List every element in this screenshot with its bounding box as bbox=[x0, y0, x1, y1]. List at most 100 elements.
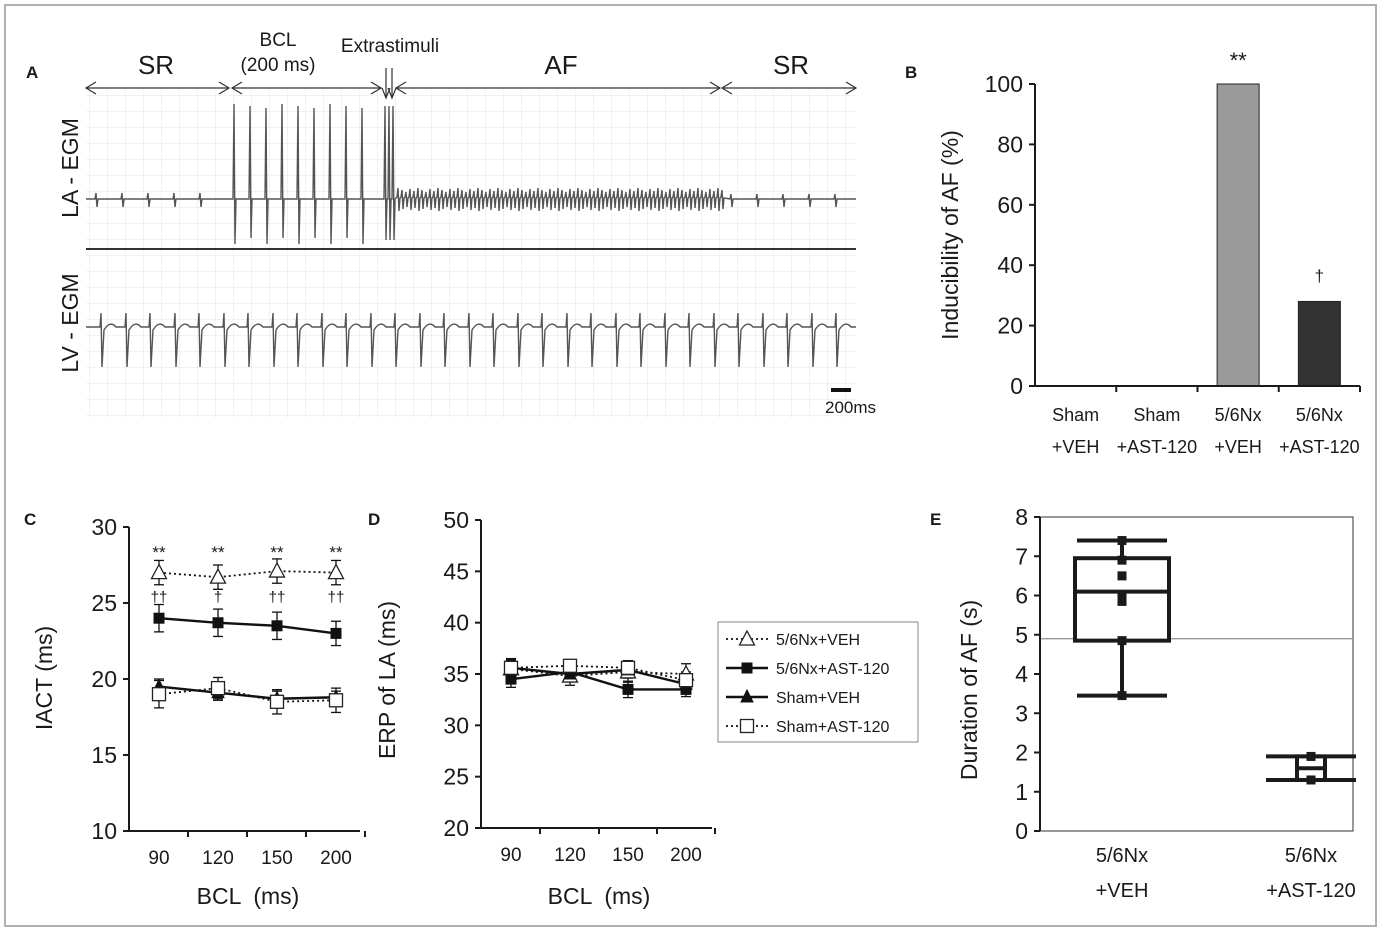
phase-label-af: AF bbox=[544, 50, 577, 80]
y-tick-label: 25 bbox=[443, 764, 469, 790]
phase-arrow-head bbox=[218, 81, 231, 95]
c-x-axis-label: BCL (ms) bbox=[197, 883, 300, 909]
series-marker bbox=[740, 688, 754, 703]
series-marker bbox=[738, 629, 756, 646]
series-marker bbox=[151, 687, 167, 702]
d-legend: 5/6Nx+VEH 5/6Nx+AST-120 Sham+VEH Sham+AST-1… bbox=[717, 621, 919, 743]
legend-label: 5/6Nx+AST-120 bbox=[776, 661, 890, 678]
b-y-axis-label: Inducibility of AF (%) bbox=[937, 130, 963, 340]
b-significance-marker: † bbox=[1315, 266, 1324, 285]
y-tick-label: 35 bbox=[443, 661, 469, 687]
scale-bar-label: 200ms bbox=[825, 398, 876, 417]
c-significance-marker-row1: ** bbox=[329, 543, 343, 562]
y-tick-label: 15 bbox=[91, 742, 117, 768]
series-line-0 bbox=[510, 667, 687, 677]
c-significance-marker-row2: †† bbox=[328, 589, 345, 606]
e-category-label-line2: +VEH bbox=[1096, 880, 1149, 902]
series-marker bbox=[503, 660, 519, 675]
b-category-label-line1: Sham bbox=[1133, 405, 1180, 425]
series-line-2 bbox=[158, 685, 337, 700]
e-y-tick-label: 1 bbox=[1015, 779, 1028, 805]
e-y-axis-label: Duration of AF (s) bbox=[956, 600, 982, 780]
e-y-tick-label: 0 bbox=[1015, 818, 1028, 844]
e-data-point bbox=[1306, 775, 1316, 785]
b-category-label-line1: 5/6Nx bbox=[1296, 405, 1343, 425]
series-line-2 bbox=[510, 666, 687, 686]
b-y-tick-label: 60 bbox=[997, 192, 1023, 218]
series-marker bbox=[269, 694, 285, 709]
b-category-label-line2: +VEH bbox=[1052, 437, 1100, 457]
e-data-point bbox=[1117, 691, 1127, 701]
x-tick-label: 90 bbox=[148, 848, 169, 869]
phase-arrow-head bbox=[845, 81, 858, 95]
e-category-label-line1: 5/6Nx bbox=[1285, 845, 1337, 867]
e-y-tick-label: 2 bbox=[1015, 740, 1028, 766]
b-y-tick-label: 40 bbox=[997, 252, 1023, 278]
series-marker bbox=[678, 673, 694, 688]
series-marker bbox=[562, 658, 578, 673]
y-tick-label: 50 bbox=[443, 507, 469, 533]
e-data-point bbox=[1117, 591, 1127, 600]
x-tick-label: 200 bbox=[670, 845, 702, 866]
panel-letter-b: B bbox=[905, 63, 917, 82]
la-egm-trace bbox=[86, 103, 856, 245]
c-significance-marker-row1: ** bbox=[152, 543, 166, 562]
y-tick-label: 30 bbox=[443, 712, 469, 738]
c-significance-marker-row1: ** bbox=[211, 543, 225, 562]
series-marker bbox=[741, 662, 753, 674]
e-y-tick-label: 4 bbox=[1015, 661, 1028, 687]
phase-arrow-head bbox=[84, 81, 97, 95]
series-marker bbox=[739, 718, 755, 734]
series-line-1 bbox=[158, 617, 337, 635]
series-marker bbox=[327, 563, 345, 580]
x-tick-label: 120 bbox=[202, 848, 234, 869]
e-boxes: 5/6Nx +VEH 5/6Nx +AST-120 bbox=[1073, 536, 1356, 902]
b-category-label-line2: +AST-120 bbox=[1117, 437, 1198, 457]
egm-grid bbox=[86, 90, 856, 418]
series-marker bbox=[620, 660, 636, 675]
c-significance-marker-row2: †† bbox=[151, 589, 168, 606]
phase-arrows bbox=[84, 68, 858, 100]
e-data-point bbox=[1117, 596, 1127, 606]
series-marker bbox=[210, 680, 226, 696]
phase-arrow-head bbox=[709, 81, 722, 95]
c-significance-marker-row2: † bbox=[214, 589, 222, 606]
panel-letter-c: C bbox=[24, 510, 36, 529]
y-tick-label: 30 bbox=[91, 514, 117, 540]
y-tick-label: 20 bbox=[443, 815, 469, 841]
e-data-point bbox=[1117, 636, 1127, 646]
d-x-axis-label: BCL (ms) bbox=[548, 883, 651, 909]
series-marker bbox=[153, 612, 165, 624]
series-marker bbox=[271, 620, 283, 632]
series-marker bbox=[268, 561, 286, 578]
phase-label-sr1: SR bbox=[138, 50, 174, 80]
b-category-label-line2: +AST-120 bbox=[1279, 437, 1360, 457]
extrastimulus-arrow-head bbox=[387, 87, 397, 100]
c-series bbox=[150, 558, 345, 715]
panel-c-iact-chart: 10 15 20 25 30 90 120 150 200 ** †† ** † ** †† ** †† IA… bbox=[31, 514, 366, 909]
trace-label-lv: LV - EGM bbox=[57, 273, 83, 372]
b-bar bbox=[1297, 300, 1341, 387]
lv-egm-trace bbox=[86, 312, 856, 368]
b-bars: Sham +VEH Sham +AST-120 ** 5/6Nx +VEH † 5/6Nx +AS… bbox=[1052, 48, 1361, 457]
series-marker bbox=[150, 563, 168, 580]
e-y-tick-label: 7 bbox=[1015, 543, 1028, 569]
series-marker bbox=[563, 665, 577, 680]
e-data-point bbox=[1117, 536, 1127, 546]
series-marker bbox=[505, 673, 517, 685]
phase-arrow-head bbox=[720, 81, 733, 95]
c-significance-marker-row2: †† bbox=[269, 589, 286, 606]
e-data-point bbox=[1117, 571, 1127, 581]
series-marker bbox=[622, 683, 634, 695]
panel-b-bar-chart: 0 20 40 60 80 100 Sham +VEH Sham +AST-120 ** 5/6Nx… bbox=[937, 48, 1361, 457]
panel-letter-a: A bbox=[26, 63, 38, 82]
series-line-0 bbox=[158, 570, 337, 579]
phase-label-extrastimuli: Extrastimuli bbox=[341, 36, 439, 57]
e-category-label-line1: 5/6Nx bbox=[1096, 845, 1148, 867]
c-y-axis-label: IACT (ms) bbox=[31, 626, 57, 730]
d-series bbox=[502, 657, 695, 699]
trace-label-la: LA - EGM bbox=[57, 118, 83, 218]
legend-label: 5/6Nx+VEH bbox=[776, 632, 860, 649]
b-category-label-line1: 5/6Nx bbox=[1215, 405, 1262, 425]
